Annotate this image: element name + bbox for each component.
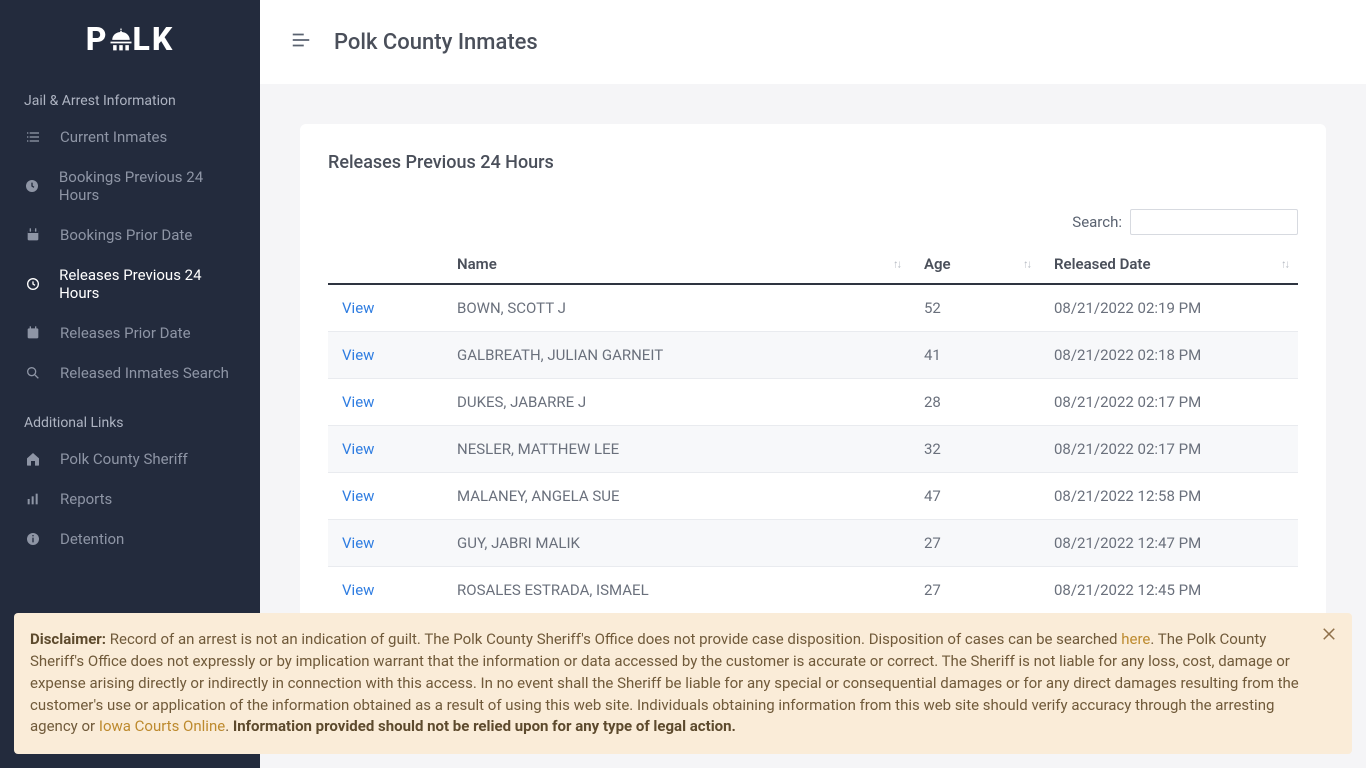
cell-age: 52 [910, 284, 1040, 332]
logo-dome-icon [107, 23, 135, 61]
sidebar-item-label: Releases Previous 24 Hours [59, 266, 236, 302]
sidebar-section-additional: Additional Links [0, 405, 260, 439]
sidebar-item-reports[interactable]: Reports [0, 479, 260, 519]
table-row: View DUKES, JABARRE J2808/21/2022 02:17 P… [328, 379, 1298, 426]
logo-text-left: P [86, 20, 109, 58]
sidebar-item-label: Polk County Sheriff [60, 450, 188, 468]
cell-name: ROSALES ESTRADA, ISMAEL [443, 567, 910, 614]
sort-icon: ↑↓ [1281, 258, 1288, 271]
cell-released: 08/21/2022 02:19 PM [1040, 284, 1298, 332]
cell-age: 41 [910, 332, 1040, 379]
sidebar-item-label: Bookings Previous 24 Hours [59, 168, 236, 204]
cell-age: 47 [910, 473, 1040, 520]
sidebar-item-current-inmates[interactable]: Current Inmates [0, 117, 260, 157]
cell-age: 32 [910, 426, 1040, 473]
view-link[interactable]: View [342, 581, 374, 599]
cell-age: 27 [910, 520, 1040, 567]
logo-text-right: LK [133, 20, 175, 58]
clock-icon [24, 276, 41, 292]
page-title: Polk County Inmates [334, 30, 538, 55]
calendar-icon [24, 325, 42, 341]
sidebar-section-jail: Jail & Arrest Information [0, 83, 260, 117]
sidebar-item-released-search[interactable]: Released Inmates Search [0, 353, 260, 393]
card-title: Releases Previous 24 Hours [328, 152, 1298, 173]
cell-released: 08/21/2022 02:17 PM [1040, 379, 1298, 426]
info-icon [24, 531, 42, 547]
cell-age: 27 [910, 567, 1040, 614]
table-row: View ROSALES ESTRADA, ISMAEL2708/21/2022 … [328, 567, 1298, 614]
disclaimer-text-1: Record of an arrest is not an indication… [106, 630, 1121, 648]
sidebar-item-label: Reports [60, 490, 112, 508]
disclaimer-bold-tail: Information provided should not be relie… [233, 717, 736, 735]
logo[interactable]: P LK [0, 10, 260, 83]
view-link[interactable]: View [342, 487, 374, 505]
search-row: Search: [328, 209, 1298, 235]
cell-name: DUKES, JABARRE J [443, 379, 910, 426]
calendar-icon [24, 227, 42, 243]
sidebar-item-releases-24h[interactable]: Releases Previous 24 Hours [0, 255, 260, 313]
sidebar-item-releases-prior[interactable]: Releases Prior Date [0, 313, 260, 353]
menu-toggle-icon[interactable] [290, 29, 312, 55]
table-header-row: Name ↑↓ Age ↑↓ Released Date ↑↓ [328, 245, 1298, 284]
col-name-label: Name [457, 255, 497, 273]
sort-icon: ↑↓ [893, 258, 900, 271]
header: Polk County Inmates [260, 0, 1366, 84]
table-row: View GUY, JABRI MALIK2708/21/2022 12:47 P… [328, 520, 1298, 567]
view-link[interactable]: View [342, 393, 374, 411]
col-name[interactable]: Name ↑↓ [443, 245, 910, 284]
view-link[interactable]: View [342, 440, 374, 458]
disclaimer-link-courts[interactable]: Iowa Courts Online [99, 717, 225, 735]
cell-name: MALANEY, ANGELA SUE [443, 473, 910, 520]
search-icon [24, 365, 42, 381]
cell-name: BOWN, SCOTT J [443, 284, 910, 332]
search-input[interactable] [1130, 209, 1298, 235]
sidebar-item-label: Current Inmates [60, 128, 167, 146]
table-row: View BOWN, SCOTT J5208/21/2022 02:19 PM [328, 284, 1298, 332]
sidebar-item-label: Releases Prior Date [60, 324, 191, 342]
cell-released: 08/21/2022 02:18 PM [1040, 332, 1298, 379]
cell-name: GALBREATH, JULIAN GARNEIT [443, 332, 910, 379]
cell-released: 08/21/2022 12:45 PM [1040, 567, 1298, 614]
col-age[interactable]: Age ↑↓ [910, 245, 1040, 284]
cell-name: NESLER, MATTHEW LEE [443, 426, 910, 473]
chart-icon [24, 491, 42, 507]
close-icon[interactable] [1320, 625, 1340, 645]
list-icon [24, 129, 42, 145]
disclaimer-link-here[interactable]: here [1121, 630, 1150, 648]
sidebar-item-label: Bookings Prior Date [60, 226, 192, 244]
sort-icon: ↑↓ [1023, 258, 1030, 271]
col-released-label: Released Date [1054, 255, 1151, 273]
col-age-label: Age [924, 255, 951, 273]
home-icon [24, 451, 42, 467]
sidebar-item-detention[interactable]: Detention [0, 519, 260, 559]
cell-released: 08/21/2022 02:17 PM [1040, 426, 1298, 473]
disclaimer-text-3: . [225, 717, 233, 735]
table-row: View NESLER, MATTHEW LEE3208/21/2022 02:1… [328, 426, 1298, 473]
clock-icon [24, 178, 41, 194]
cell-name: GUY, JABRI MALIK [443, 520, 910, 567]
view-link[interactable]: View [342, 534, 374, 552]
disclaimer-label: Disclaimer: [30, 630, 106, 648]
table-row: View MALANEY, ANGELA SUE4708/21/2022 12:5… [328, 473, 1298, 520]
sidebar-item-sheriff[interactable]: Polk County Sheriff [0, 439, 260, 479]
cell-age: 28 [910, 379, 1040, 426]
releases-table: Name ↑↓ Age ↑↓ Released Date ↑↓ View BOWN, S… [328, 245, 1298, 614]
view-link[interactable]: View [342, 346, 374, 364]
cell-released: 08/21/2022 12:58 PM [1040, 473, 1298, 520]
sidebar-item-bookings-24h[interactable]: Bookings Previous 24 Hours [0, 157, 260, 215]
cell-released: 08/21/2022 12:47 PM [1040, 520, 1298, 567]
col-released[interactable]: Released Date ↑↓ [1040, 245, 1298, 284]
col-view[interactable] [328, 245, 443, 284]
search-label: Search: [1072, 213, 1122, 231]
sidebar-item-label: Released Inmates Search [60, 364, 229, 382]
sidebar-item-bookings-prior[interactable]: Bookings Prior Date [0, 215, 260, 255]
table-row: View GALBREATH, JULIAN GARNEIT4108/21/202… [328, 332, 1298, 379]
view-link[interactable]: View [342, 299, 374, 317]
releases-card: Releases Previous 24 Hours Search: Name ↑… [300, 124, 1326, 642]
disclaimer-banner: Disclaimer: Record of an arrest is not a… [14, 613, 1352, 754]
sidebar-item-label: Detention [60, 530, 124, 548]
